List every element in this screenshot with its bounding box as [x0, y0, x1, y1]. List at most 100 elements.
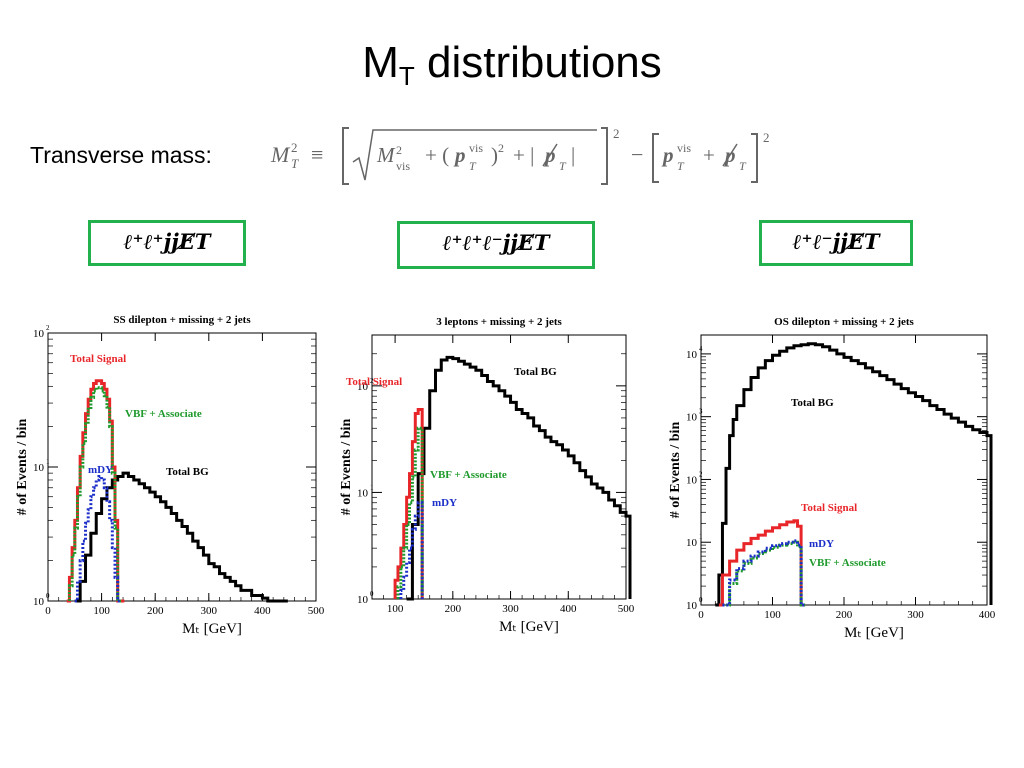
x-tick-label: 400 — [560, 603, 577, 615]
y-tick-exponent: 1 — [46, 458, 50, 466]
x-tick-label: 300 — [201, 605, 218, 617]
annotation-total-bg: Total BG — [791, 397, 834, 409]
transverse-mass-label: Transverse mass: — [30, 142, 212, 168]
x-tick-label: 500 — [308, 605, 325, 617]
svg-text:+: + — [703, 143, 715, 167]
series-vbf-associate — [67, 386, 122, 603]
annotation-total-signal: Total Signal — [346, 376, 402, 388]
svg-text:|: | — [571, 143, 575, 167]
y-tick-label: 10 — [686, 537, 698, 549]
svg-text:T: T — [291, 156, 299, 171]
x-axis: 100 200 300 400 500 — [371, 335, 635, 615]
annotation-vbf-associate: VBF + Associate — [125, 408, 202, 420]
svg-text:T: T — [739, 159, 747, 173]
y-tick-exponent: 2 — [370, 377, 374, 385]
x-tick-label: 100 — [387, 603, 404, 615]
series-vbf-associate — [396, 426, 424, 599]
x-tick-label: 200 — [445, 603, 462, 615]
y-tick-exponent: 0 — [46, 592, 50, 600]
y-tick-label: 10 — [33, 462, 45, 474]
svg-text:≡: ≡ — [311, 142, 323, 167]
y-tick-exponent: 3 — [699, 408, 703, 416]
x-axis-label: Mₜ [GeV] — [844, 625, 904, 641]
svg-text:p: p — [661, 143, 674, 167]
svg-text:2: 2 — [613, 126, 620, 141]
annotation-total-signal: Total Signal — [801, 502, 857, 514]
x-axis-label: Mₜ [GeV] — [499, 619, 559, 635]
y-tick-label: 10 — [357, 487, 369, 499]
y-tick-label: 10 — [33, 328, 45, 340]
y-tick-label: 10 — [686, 474, 698, 486]
svg-text:2: 2 — [291, 140, 298, 155]
svg-text:M: M — [270, 142, 291, 167]
transverse-mass-formula: M 2 T ≡ M 2 vis + ( p vis T ) 2 + | p T … — [270, 126, 770, 185]
annotation-vbf-associate: VBF + Associate — [809, 557, 886, 569]
x-tick-label: 200 — [147, 605, 164, 617]
svg-text:2: 2 — [396, 143, 402, 157]
x-tick-label: 0 — [45, 605, 51, 617]
x-axis: 0 100 200 300 400 500 — [45, 333, 325, 617]
svg-text:p: p — [453, 143, 466, 167]
svg-text:−: − — [631, 142, 643, 167]
y-tick-label: 10 — [686, 600, 698, 612]
y-tick-exponent: 4 — [699, 345, 703, 353]
svg-text:M: M — [376, 143, 396, 167]
svg-text:vis: vis — [677, 141, 691, 155]
series-total-bg — [715, 342, 993, 607]
x-axis-label: Mₜ [GeV] — [182, 621, 242, 637]
y-tick-label: 10 — [357, 381, 369, 393]
y-axis-label: # of Events / bin — [668, 422, 683, 519]
y-axis-label: # of Events / bin — [339, 419, 354, 516]
y-tick-label: 10 — [686, 412, 698, 424]
svg-text:T: T — [559, 159, 567, 173]
x-tick-label: 400 — [254, 605, 271, 617]
y-tick-exponent: 2 — [46, 324, 50, 332]
y-tick-exponent: 0 — [699, 596, 703, 604]
x-tick-label: 500 — [618, 603, 635, 615]
annotation-mdy: mDY — [88, 464, 113, 476]
annotation-mdy: mDY — [809, 538, 834, 550]
annotation-total-bg: Total BG — [514, 366, 557, 378]
y-tick-label: 10 — [686, 349, 698, 361]
chart-title: 3 leptons + missing + 2 jets — [436, 316, 562, 328]
chart-title: SS dilepton + missing + 2 jets — [113, 314, 251, 326]
y-tick-exponent: 1 — [699, 533, 703, 541]
x-tick-label: 100 — [764, 609, 781, 621]
annotation-vbf-associate: VBF + Associate — [430, 469, 507, 481]
x-tick-label: 100 — [93, 605, 110, 617]
slide-title: MT distributions — [362, 38, 662, 91]
y-tick-label: 10 — [357, 594, 369, 606]
svg-text:2: 2 — [763, 130, 770, 145]
x-tick-label: 0 — [698, 609, 704, 621]
svg-text:T: T — [469, 159, 477, 173]
channel-box-3l: ℓ⁺ℓ⁺ℓ⁻jjE̸T — [397, 221, 595, 269]
svg-text:+ |: + | — [513, 143, 534, 167]
series-mdy — [722, 539, 806, 607]
channel-label: ℓ⁺ℓ⁻jjE̸T — [792, 229, 880, 254]
x-tick-label: 400 — [979, 609, 996, 621]
series-vbf-associate — [722, 540, 806, 607]
channel-label: ℓ⁺ℓ⁺jjE̸T — [123, 229, 211, 254]
channel-box-os: ℓ⁺ℓ⁻jjE̸T — [759, 220, 913, 266]
annotation-total-bg: Total BG — [166, 466, 209, 478]
svg-text:vis: vis — [469, 141, 483, 155]
y-axis-label: # of Events / bin — [15, 419, 30, 516]
channel-box-ss: ℓ⁺ℓ⁺jjE̸T — [88, 220, 246, 266]
x-tick-label: 300 — [502, 603, 519, 615]
chart-title: OS dilepton + missing + 2 jets — [774, 316, 914, 328]
series-mdy — [399, 501, 424, 599]
svg-text:vis: vis — [396, 159, 410, 173]
svg-text:): ) — [491, 143, 498, 167]
series-total-bg — [406, 355, 632, 601]
y-tick-label: 10 — [33, 596, 45, 608]
x-axis: 0 100 200 300 400 — [698, 335, 996, 621]
y-tick-exponent: 1 — [370, 483, 374, 491]
annotation-mdy: mDY — [432, 497, 457, 509]
y-tick-exponent: 0 — [370, 590, 374, 598]
